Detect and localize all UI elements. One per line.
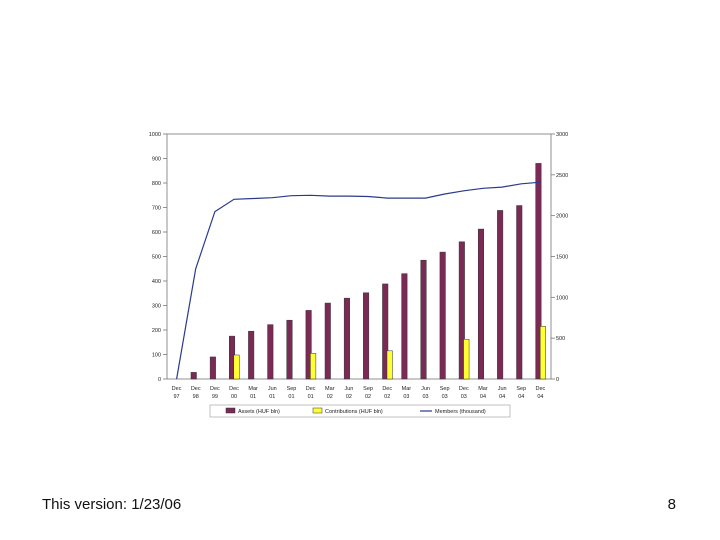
left-tick-label: 0 (158, 377, 161, 383)
plot-area (166, 133, 552, 380)
x-tick-label: Dec 98 (191, 386, 201, 400)
x-tick-label: Mar 04 (478, 386, 488, 400)
assets-bar (190, 372, 197, 380)
assets-bar (209, 356, 216, 380)
x-tick-label: Dec 01 (306, 386, 316, 400)
assets-bar (363, 292, 370, 380)
legend-swatch (312, 407, 323, 414)
assets-bar (401, 273, 408, 380)
x-tick-label: Dec 02 (382, 386, 392, 400)
page-number: 8 (667, 496, 676, 513)
right-tick-label: 1500 (556, 255, 568, 261)
x-tick-label: Dec 97 (172, 386, 182, 400)
assets-bar (382, 283, 389, 380)
left-tick-label: 100 (152, 353, 161, 359)
contributions-bar (386, 350, 393, 380)
left-tick-label: 1000 (149, 132, 161, 138)
x-tick-label: Jun 01 (268, 386, 277, 400)
x-tick-label: Dec 04 (536, 386, 546, 400)
right-tick-label: 2500 (556, 173, 568, 179)
assets-bar (516, 205, 523, 380)
legend-label: Contributions (HUF bln) (325, 409, 383, 415)
x-tick-label: Jun 03 (421, 386, 430, 400)
x-tick-label: Sep 01 (287, 386, 297, 400)
assets-bar (267, 324, 274, 380)
contributions-bar (463, 339, 470, 380)
legend-label: Members (thousand) (435, 409, 486, 415)
assets-bar (305, 310, 312, 380)
x-tick-label: Dec 03 (459, 386, 469, 400)
left-tick-label: 600 (152, 230, 161, 236)
plot-frame (166, 133, 552, 380)
left-tick-label: 300 (152, 304, 161, 310)
x-tick-label: Sep 03 (440, 386, 450, 400)
contributions-bar (233, 354, 240, 380)
legend: Assets (HUF bln) Contributions (HUF bln) M… (209, 404, 511, 418)
left-tick-label: 900 (152, 157, 161, 163)
assets-bar (477, 228, 484, 380)
left-tick-label: 200 (152, 328, 161, 334)
assets-bar (324, 302, 331, 380)
right-tick-label: 1000 (556, 295, 568, 301)
x-tick-label: Dec 00 (229, 386, 239, 400)
x-tick-label: Dec 99 (210, 386, 220, 400)
right-tick-label: 3000 (556, 132, 568, 138)
assets-bar (535, 163, 542, 380)
left-tick-label: 500 (152, 255, 161, 261)
x-tick-label: Mar 02 (325, 386, 335, 400)
footer-version: This version: 1/23/06 (42, 496, 182, 513)
assets-bar (497, 210, 504, 380)
left-axis: 0 100 200 300 400 500 600 700 800 900 1000 (149, 132, 167, 383)
assets-bar (286, 319, 293, 380)
members-line (176, 181, 541, 380)
assets-bar (439, 251, 446, 380)
assets-bar (343, 297, 350, 380)
legend-label: Assets (HUF bln) (238, 409, 280, 415)
right-axis: 0 500 1000 1500 2000 2500 3000 (551, 132, 568, 383)
right-tick-label: 500 (556, 336, 565, 342)
right-tick-label: 2000 (556, 214, 568, 220)
left-tick-label: 800 (152, 181, 161, 187)
legend-swatch (225, 407, 236, 414)
x-tick-label: Sep 04 (516, 386, 526, 400)
right-tick-label: 0 (556, 377, 559, 383)
x-tick-label: Sep 02 (363, 386, 373, 400)
contributions-bar (310, 353, 317, 380)
left-tick-label: 700 (152, 206, 161, 212)
assets-bar (458, 241, 465, 380)
x-axis: Dec 97 Dec 98 Dec 99 Dec 00 Mar 01 Jun 01 Sep 01 Dec 01… (172, 386, 546, 400)
legend-box (209, 404, 511, 418)
assets-bar (420, 259, 427, 380)
x-tick-label: Jun 02 (344, 386, 353, 400)
x-tick-label: Mar 01 (248, 386, 258, 400)
x-tick-label: Jun 04 (498, 386, 507, 400)
line-series (176, 181, 541, 380)
left-tick-label: 400 (152, 279, 161, 285)
x-tick-label: Mar 03 (402, 386, 412, 400)
bar-series (190, 163, 546, 380)
assets-bar (248, 330, 255, 380)
contributions-bar (539, 326, 546, 380)
